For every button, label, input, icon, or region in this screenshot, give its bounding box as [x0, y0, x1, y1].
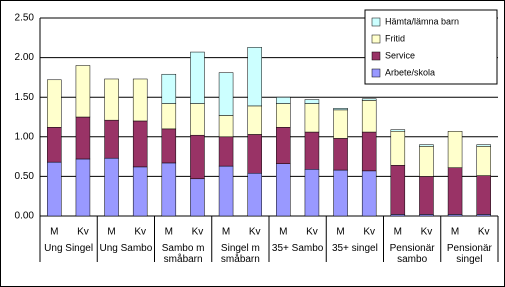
- bar-segment: [476, 146, 491, 176]
- bar-segment: [247, 134, 262, 174]
- bar-segment: [304, 169, 320, 217]
- bar-segment: [218, 72, 234, 116]
- x-tick-label: Kv: [363, 227, 375, 238]
- group-label: Ung Singel: [44, 243, 94, 254]
- bar-segment: [333, 138, 348, 171]
- group-label: Pensionär sambo: [389, 243, 435, 265]
- bar-segment: [47, 79, 62, 128]
- bar-segment: [161, 73, 177, 104]
- bar-segment: [218, 165, 234, 217]
- bar-segment: [447, 167, 463, 215]
- y-tick-label: 2.00: [15, 52, 35, 63]
- bar-segment: [304, 99, 320, 104]
- bar-segment: [75, 65, 91, 118]
- bar-segment: [333, 169, 348, 217]
- legend-label: Service: [385, 50, 415, 60]
- y-tick-label: 0.50: [15, 171, 35, 182]
- bar-segment: [476, 175, 491, 215]
- bar-segment: [361, 100, 377, 133]
- x-tick-label: Kv: [306, 227, 318, 238]
- bar-segment: [419, 146, 434, 177]
- bar-segment: [218, 115, 234, 138]
- bar-segment: [276, 103, 291, 128]
- bar-segment: [161, 162, 177, 217]
- group-label: Pensionär singel: [446, 243, 492, 265]
- x-tick-label: M: [336, 227, 344, 238]
- legend-label: Fritid: [385, 33, 405, 43]
- bar-segment: [161, 103, 177, 130]
- y-tick-label: 1.50: [15, 92, 35, 103]
- bar-segment: [104, 119, 119, 159]
- bar-segment: [104, 78, 119, 121]
- x-tick-label: Kv: [421, 227, 433, 238]
- bar-segment: [304, 131, 320, 170]
- bar-segment: [47, 127, 62, 163]
- bar-segment: [361, 170, 377, 217]
- x-tick-label: Kv: [192, 227, 204, 238]
- group-label: Ung Sambo: [99, 243, 153, 254]
- bar-segment: [247, 172, 262, 217]
- bar-segment: [190, 51, 205, 104]
- bar-segment: [75, 116, 91, 160]
- bar-segment: [190, 103, 205, 136]
- legend-swatch: [371, 68, 381, 78]
- bar-segment: [419, 176, 434, 215]
- x-tick-label: M: [279, 227, 287, 238]
- bar-segment: [276, 163, 291, 217]
- bar-segment: [361, 131, 377, 172]
- bar-segment: [161, 128, 177, 164]
- group-label: 35+ singel: [331, 243, 378, 254]
- x-tick-label: Kv: [249, 227, 261, 238]
- legend-label: Arbete/skola: [385, 67, 435, 77]
- x-tick-label: M: [222, 227, 230, 238]
- bar-segment: [47, 161, 62, 217]
- bar-segment: [190, 178, 205, 217]
- bar-segment: [218, 136, 234, 167]
- legend-swatch: [371, 51, 381, 61]
- bar-segment: [419, 144, 434, 147]
- bar-segment: [247, 47, 262, 107]
- bar-segment: [390, 165, 406, 215]
- bar-segment: [132, 78, 148, 122]
- legend-swatch: [371, 17, 381, 27]
- x-tick-label: Kv: [478, 227, 490, 238]
- x-tick-label: M: [107, 227, 115, 238]
- x-tick-label: M: [50, 227, 58, 238]
- bar-segment: [75, 158, 91, 217]
- x-tick-label: Kv: [134, 227, 146, 238]
- y-tick-label: 1.00: [15, 131, 35, 142]
- legend-swatch: [371, 34, 381, 44]
- bar-segment: [390, 131, 406, 166]
- bar-segment: [247, 105, 262, 135]
- bar-segment: [132, 120, 148, 168]
- x-tick-label: Kv: [77, 227, 89, 238]
- bar-segment: [304, 103, 320, 133]
- bar-segment: [333, 108, 348, 111]
- bar-segment: [361, 98, 377, 101]
- x-tick-label: M: [394, 227, 402, 238]
- bar-segment: [333, 109, 348, 139]
- y-tick-label: 0.00: [15, 211, 35, 222]
- legend-label: Hämta/lämna barn: [385, 16, 459, 26]
- y-tick-label: 2.50: [15, 13, 35, 24]
- bar-segment: [390, 129, 406, 132]
- group-label: Singel m småbarn: [220, 243, 260, 265]
- bar-segment: [447, 131, 463, 168]
- bar-segment: [190, 134, 205, 180]
- bar-segment: [476, 144, 491, 147]
- group-label: Sambo m småbarn: [161, 243, 205, 265]
- bar-segment: [276, 96, 291, 104]
- bar-segment: [276, 127, 291, 164]
- legend-box: [364, 9, 498, 85]
- bar-segment: [132, 166, 148, 217]
- x-tick-label: M: [451, 227, 459, 238]
- bar-segment: [104, 157, 119, 217]
- x-tick-label: M: [165, 227, 173, 238]
- group-label: 35+ Sambo: [271, 243, 324, 254]
